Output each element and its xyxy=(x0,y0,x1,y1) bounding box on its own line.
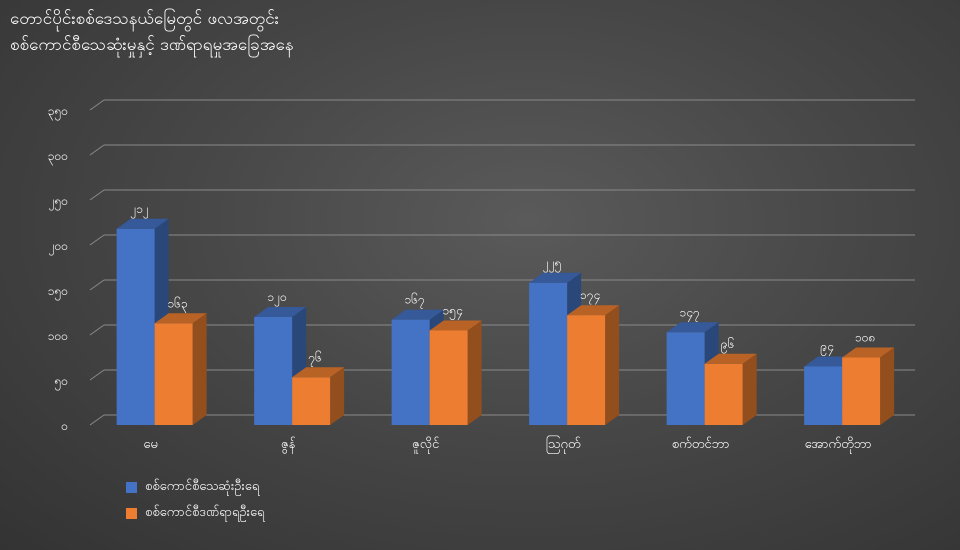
y-tick-label: ၀ xyxy=(61,419,68,433)
bar-side xyxy=(192,313,207,425)
legend-item-injured: စစ်ကောင်စီဒဏ်ရာရဦးရေ xyxy=(126,500,264,526)
data-label: ၁၂၀ xyxy=(267,290,286,307)
bar-top xyxy=(704,353,757,364)
gridline-slant xyxy=(89,144,105,156)
gridline-slant xyxy=(89,189,105,201)
y-tick-label: ၁၅၀ xyxy=(48,284,68,301)
gridline-slant xyxy=(89,279,105,291)
bar-side xyxy=(742,353,757,425)
data-label: ၁၀၈ xyxy=(855,331,875,345)
bar-top xyxy=(292,367,345,378)
data-label: ၁၆၃ xyxy=(168,295,188,313)
data-label: ၉၆ xyxy=(721,336,735,354)
bar-side xyxy=(880,347,895,425)
chart-title-line-1: တောင်ပိုင်းစစ်ဒေသနယ်မြေတွင် ဖလအတွင်း xyxy=(10,9,280,29)
bar-top xyxy=(254,307,307,317)
data-label: ၂၂၅ xyxy=(543,256,562,273)
bar xyxy=(391,319,430,425)
bar xyxy=(529,282,568,425)
bar-top xyxy=(116,218,169,229)
bar xyxy=(704,363,743,425)
y-tick-label: ၃၅၀ xyxy=(48,104,68,121)
gridline-slant xyxy=(89,369,105,381)
bar xyxy=(666,332,705,425)
gridline-slant xyxy=(89,414,105,426)
bar-top xyxy=(529,272,582,283)
legend-swatch-injured xyxy=(126,507,137,519)
bar-side xyxy=(330,367,345,425)
bar-top xyxy=(842,347,895,358)
data-label: ၁၇၄ xyxy=(580,288,600,305)
bar-top xyxy=(154,313,207,324)
data-label: ၁၆၇ xyxy=(405,292,425,310)
bar xyxy=(567,315,606,425)
bar xyxy=(292,377,331,425)
legend-label-deaths: စစ်ကောင်စီသေဆုံးဦးရေ xyxy=(145,478,260,494)
legend: စစ်ကောင်စီသေဆုံးဦးရေ စစ်ကောင်စီဒဏ်ရာရဦးရ… xyxy=(126,474,264,526)
legend-item-deaths: စစ်ကောင်စီသေဆုံးဦးရေ xyxy=(126,474,264,500)
bar-top xyxy=(567,305,620,316)
data-label: ၇၆ xyxy=(308,349,322,367)
legend-label-injured: စစ်ကောင်စီဒဏ်ရာရဦးရေ xyxy=(145,504,265,520)
y-tick-label: ၂၀၀ xyxy=(49,239,68,256)
bar xyxy=(804,366,843,425)
data-label: ၁၄၇ xyxy=(680,305,700,322)
x-tick-label: ဇွန် xyxy=(281,436,296,454)
legend-swatch-deaths xyxy=(126,481,137,493)
y-tick-label: ၁၀၀ xyxy=(48,329,68,343)
gridline-slant xyxy=(89,234,105,246)
x-tick-label: စက်တင်ဘာ xyxy=(672,436,730,452)
gridline-slant xyxy=(89,324,105,336)
bar-top xyxy=(391,309,444,320)
chart-title-line-2: စစ်ကောင်စီသေဆုံးမှုနှင့် ဒဏ်ရာရမှုအခြေအန… xyxy=(10,35,294,55)
y-tick-label: ၂၅၀ xyxy=(49,194,68,211)
bar-top xyxy=(429,320,482,331)
x-tick-label: မေ xyxy=(143,437,158,452)
x-tick-label: အောက်တိုဘာ xyxy=(805,436,872,454)
bar-side xyxy=(605,305,620,425)
x-tick-label: ဇူလိုင် xyxy=(412,436,440,454)
gridline-slant xyxy=(89,99,105,111)
bar xyxy=(116,228,155,425)
data-label: ၁၅၄ xyxy=(443,304,463,321)
bar xyxy=(154,323,193,425)
bar xyxy=(429,330,468,425)
bar xyxy=(842,357,881,425)
y-tick-label: ၅၀ xyxy=(55,374,69,391)
data-label: ၂၁၂ xyxy=(130,202,149,219)
data-label: ၉၄ xyxy=(820,340,834,357)
bar-side xyxy=(467,320,482,425)
chart-title: တောင်ပိုင်းစစ်ဒေသနယ်မြေတွင် ဖလအတွင်း စစ်… xyxy=(10,6,294,58)
bar xyxy=(254,317,293,425)
x-tick-label: ဩဂုတ် xyxy=(546,435,581,454)
bar-top xyxy=(666,322,719,333)
y-tick-label: ၃၀၀ xyxy=(48,149,68,166)
